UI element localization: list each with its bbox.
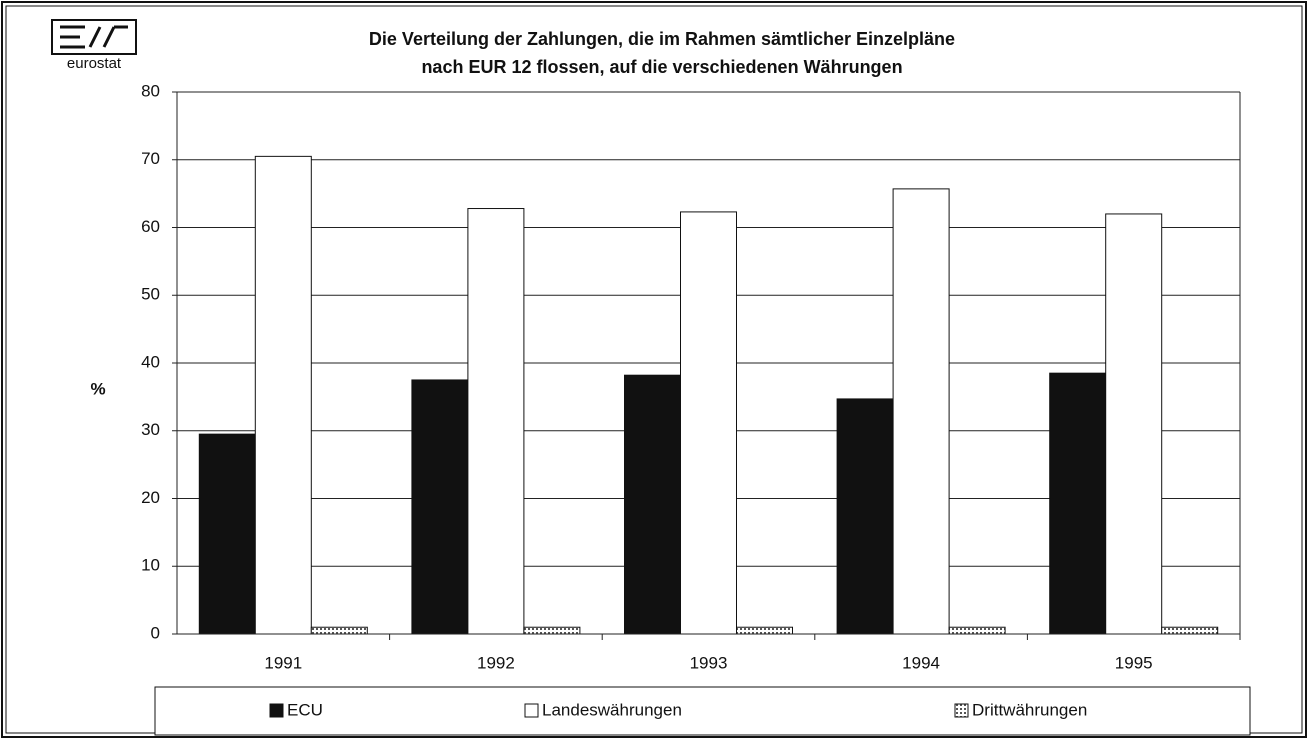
bar	[198, 433, 256, 635]
y-tick-label: 80	[141, 81, 160, 100]
bar	[892, 188, 950, 635]
bar	[1049, 372, 1107, 635]
bar	[254, 155, 312, 635]
logo-text: eurostat	[67, 55, 122, 72]
bar	[411, 379, 469, 635]
bar	[467, 208, 525, 635]
chart-title: nach EUR 12 flossen, auf die verschieden…	[421, 57, 902, 77]
x-tick-label: 1992	[477, 653, 515, 672]
bar	[624, 374, 681, 635]
legend-swatch	[954, 703, 969, 718]
y-tick-label: 40	[141, 352, 160, 371]
y-tick-label: 60	[141, 217, 160, 236]
bar	[948, 626, 1006, 635]
x-tick-label: 1995	[1115, 653, 1153, 672]
legend-swatch	[524, 703, 539, 718]
y-tick-label: 20	[141, 488, 160, 507]
legend-label: ECU	[287, 700, 323, 719]
y-axis-label: %	[90, 379, 105, 398]
bar	[523, 626, 581, 635]
y-tick-label: 70	[141, 149, 160, 168]
x-tick-label: 1994	[902, 653, 940, 672]
bar	[680, 211, 737, 635]
y-tick-label: 50	[141, 285, 160, 304]
logo-mark	[51, 19, 137, 55]
legend-swatch	[269, 703, 284, 718]
bar	[836, 398, 894, 635]
y-tick-label: 0	[151, 623, 160, 642]
x-tick-label: 1993	[690, 653, 728, 672]
chart-title: Die Verteilung der Zahlungen, die im Rah…	[369, 29, 955, 49]
x-tick-label: 1991	[264, 653, 302, 672]
y-tick-label: 10	[141, 556, 160, 575]
legend-label: Landeswährungen	[542, 700, 682, 719]
bar	[310, 626, 368, 635]
bar	[1161, 626, 1219, 635]
legend-box	[154, 686, 1251, 736]
bar	[736, 626, 793, 635]
y-tick-label: 30	[141, 420, 160, 439]
bar	[1105, 213, 1163, 635]
legend-label: Drittwährungen	[972, 700, 1087, 719]
